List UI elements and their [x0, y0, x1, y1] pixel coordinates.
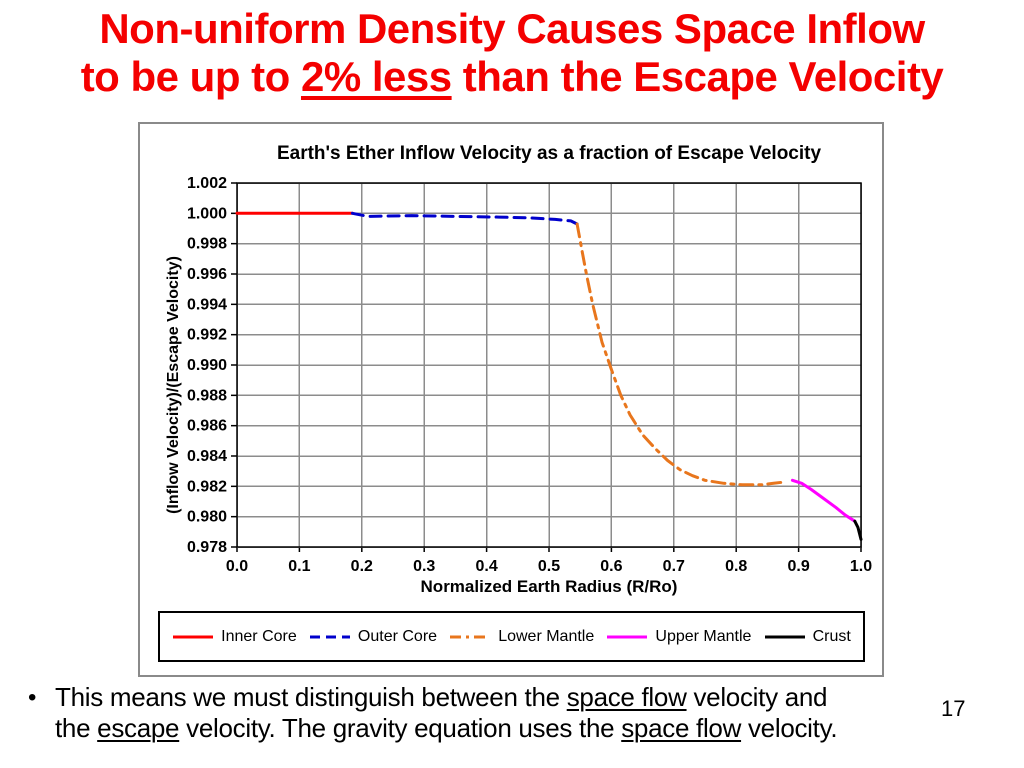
- legend-item: Crust: [764, 628, 851, 646]
- svg-text:0.1: 0.1: [288, 558, 310, 575]
- svg-text:0.984: 0.984: [187, 448, 227, 465]
- svg-text:0.990: 0.990: [187, 357, 227, 374]
- legend-item: Outer Core: [309, 628, 437, 646]
- bullet-line1: This means we must distinguish between t…: [55, 682, 828, 712]
- svg-text:0.980: 0.980: [187, 509, 227, 526]
- legend-label: Lower Mantle: [498, 627, 595, 645]
- legend-item: Inner Core: [172, 628, 297, 646]
- svg-text:0.8: 0.8: [725, 558, 747, 575]
- legend-line-sample: [309, 635, 350, 638]
- svg-text:0.994: 0.994: [187, 296, 227, 313]
- legend-line-sample: [450, 635, 491, 638]
- legend-label: Inner Core: [221, 627, 297, 645]
- svg-text:0.2: 0.2: [351, 558, 373, 575]
- svg-text:0.978: 0.978: [187, 539, 227, 556]
- svg-text:0.6: 0.6: [600, 558, 622, 575]
- svg-text:0.5: 0.5: [538, 558, 560, 575]
- svg-text:1.002: 1.002: [187, 175, 227, 192]
- svg-text:0.0: 0.0: [226, 558, 248, 575]
- svg-text:0.3: 0.3: [413, 558, 435, 575]
- slide-title-line1: Non-uniform Density Causes Space Inflow: [99, 5, 925, 52]
- svg-text:0.986: 0.986: [187, 418, 227, 435]
- svg-text:0.996: 0.996: [187, 266, 227, 283]
- legend-label: Upper Mantle: [655, 627, 752, 645]
- x-axis-label: Normalized Earth Radius (R/Ro): [420, 577, 678, 596]
- slide-title-line2: to be up to 2% less than the Escape Velo…: [80, 53, 944, 100]
- svg-text:0.988: 0.988: [187, 387, 227, 404]
- svg-text:0.7: 0.7: [663, 558, 685, 575]
- legend-line-sample: [764, 635, 805, 638]
- slide-title: Non-uniform Density Causes Space Inflow …: [0, 5, 1024, 101]
- plot-area: 0.0 0.1 0.2 0.3 0.4 0.5 0.6 0.7 0.8 0.9 1.0 1.002 1.…: [187, 175, 872, 575]
- legend-label: Crust: [812, 627, 851, 645]
- bullet-line2: the escape velocity. The gravity equatio…: [55, 713, 838, 743]
- page-number: 17: [941, 696, 966, 721]
- bullet-marker: •: [28, 684, 37, 711]
- chart-title: Earth's Ether Inflow Velocity as a fract…: [276, 143, 822, 164]
- svg-text:1.0: 1.0: [850, 558, 872, 575]
- chart-frame: 0.0 0.1 0.2 0.3 0.4 0.5 0.6 0.7 0.8 0.9 1.0 1.002 1.…: [138, 122, 884, 677]
- svg-text:0.998: 0.998: [187, 236, 227, 253]
- legend-label: Outer Core: [357, 627, 438, 645]
- svg-text:0.9: 0.9: [787, 558, 809, 575]
- svg-text:0.992: 0.992: [187, 327, 227, 344]
- legend-line-sample: [607, 635, 648, 638]
- legend-line-sample: [173, 635, 214, 638]
- svg-text:1.000: 1.000: [187, 205, 227, 222]
- legend: Inner Core Outer Core Lower Mantle Upper Ma…: [158, 611, 865, 662]
- bullet-text: • This means we must distinguish between…: [28, 682, 928, 744]
- svg-text:0.982: 0.982: [187, 478, 227, 495]
- legend-item: Lower Mantle: [449, 628, 594, 646]
- legend-item: Upper Mantle: [606, 628, 751, 646]
- svg-text:0.4: 0.4: [475, 558, 497, 575]
- y-axis-label: (Inflow Velocity)/(Escape Velocity): [165, 256, 182, 514]
- bullet-lines: This means we must distinguish between t…: [55, 682, 838, 744]
